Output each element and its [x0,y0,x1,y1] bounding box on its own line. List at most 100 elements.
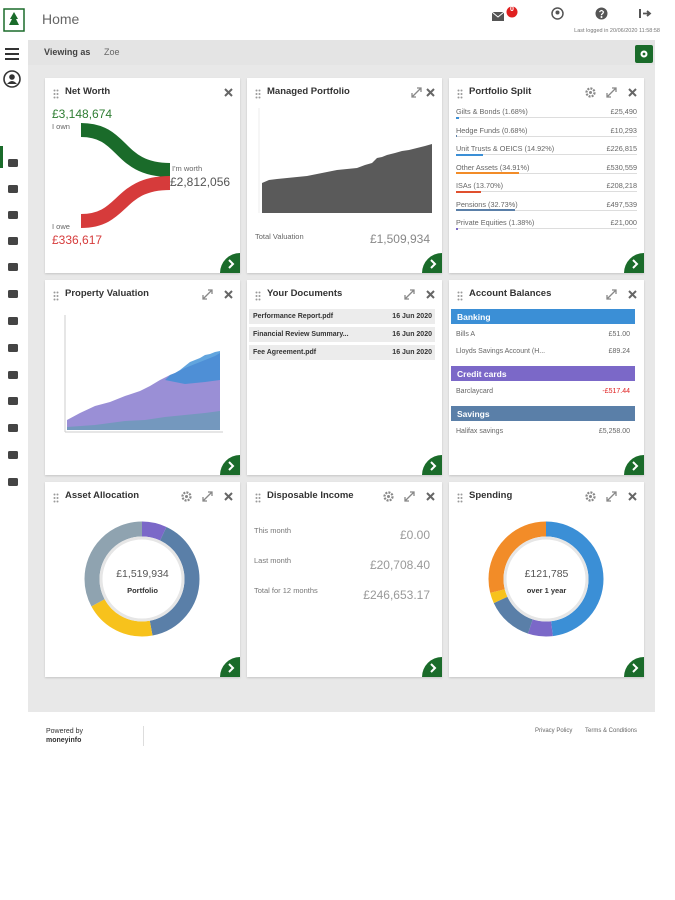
drag-handle[interactable] [457,86,463,104]
income-label: Last month [254,556,292,565]
portfolio-chart [258,108,432,213]
close-icon[interactable] [627,85,638,97]
nav-icon[interactable] [7,450,19,460]
nav-icon[interactable] [7,236,19,246]
nav-icon[interactable] [7,158,19,168]
nav-icon[interactable] [7,210,19,220]
drag-handle[interactable] [255,86,261,104]
nav-icon[interactable] [7,396,19,406]
expand-icon[interactable] [606,85,617,98]
last-login: Last logged in 20/06/2020 11:58:58 [574,28,660,34]
open-button[interactable] [422,657,442,677]
expand-icon[interactable] [606,489,617,502]
close-icon[interactable] [425,85,436,97]
income-label: This month [254,526,292,535]
card-title: Managed Portfolio [267,86,350,97]
nav-icon[interactable] [7,423,19,433]
document-name[interactable]: Financial Review Summary... [253,331,349,338]
open-button[interactable] [220,455,240,475]
close-icon[interactable] [627,489,638,501]
split-label: Other Assets (34.91%) [456,162,530,172]
document-row[interactable] [249,345,435,360]
split-bar [456,153,483,156]
donut-segment [488,521,604,637]
split-label: Pensions (32.73%) [456,199,518,209]
footer: Powered by moneyinfo Privacy Policy Term… [28,712,655,762]
drag-handle[interactable] [255,490,261,508]
messages-icon[interactable] [490,6,520,24]
document-row[interactable] [249,309,435,324]
drag-handle[interactable] [53,490,59,508]
document-row[interactable] [249,327,435,342]
expand-icon[interactable] [404,489,415,502]
expand-icon[interactable] [404,287,415,300]
open-button[interactable] [220,657,240,677]
open-button[interactable] [422,455,442,475]
account-name: Bills A [456,331,476,338]
menu-icon[interactable] [4,47,20,61]
close-icon[interactable] [425,489,436,501]
total-value: £1,509,934 [369,232,430,246]
account-name: Halifax savings [456,428,504,435]
drag-handle[interactable] [457,490,463,508]
nav-icon[interactable] [7,316,19,326]
group-name: Credit cards [457,369,507,379]
settings-button[interactable] [635,45,653,63]
close-icon[interactable] [425,287,436,299]
donut-segment [488,521,604,637]
drag-handle[interactable] [53,288,59,306]
split-label: Private Equities (1.38%) [456,218,535,227]
privacy-link[interactable]: Privacy Policy [535,728,573,734]
header: Home 0 Last logged in 20/06/2020 11:58:5… [0,0,675,40]
logo [3,8,25,32]
close-icon[interactable] [223,287,234,299]
badge: 0 [510,6,514,13]
open-button[interactable] [624,657,644,677]
nav-icon[interactable] [7,289,19,299]
expand-icon[interactable] [411,85,422,98]
expand-icon[interactable] [202,287,213,300]
document-name[interactable]: Performance Report.pdf [253,313,334,320]
open-button[interactable] [624,455,644,475]
drag-handle[interactable] [255,288,261,306]
income-amount: £20,708.40 [369,558,430,572]
nav-icon[interactable] [7,477,19,487]
nav-icon[interactable] [7,262,19,272]
profile-icon[interactable] [551,7,564,20]
drag-handle[interactable] [457,288,463,306]
managed-portfolio-card: Managed Portfolio Total Valuation £1,509… [247,78,442,273]
settings-icon[interactable] [585,85,596,98]
document-date: 16 Jun 2020 [392,331,432,338]
donut-segment [84,521,200,637]
settings-icon[interactable] [383,489,394,502]
open-button[interactable] [422,253,442,273]
help-icon[interactable] [595,7,608,20]
expand-icon[interactable] [606,287,617,300]
nav-icon[interactable] [7,370,19,380]
viewing-bar: Viewing as Zoe [28,40,655,65]
logout-icon[interactable] [638,7,652,20]
spending-card: Spending £121,785 over 1 year [449,482,644,677]
viewing-name: Zoe [104,47,120,57]
nav-icon[interactable] [7,343,19,353]
document-name[interactable]: Fee Agreement.pdf [253,349,317,356]
split-track [456,209,637,211]
close-icon[interactable] [223,85,234,97]
nav-icon[interactable] [7,184,19,194]
close-icon[interactable] [223,489,234,501]
owe-label: I owe [52,222,70,231]
close-icon[interactable] [627,287,638,299]
split-track [456,135,637,137]
open-button[interactable] [220,253,240,273]
expand-icon[interactable] [202,489,213,502]
donut-segment [84,521,200,637]
drag-handle[interactable] [53,86,59,104]
settings-icon[interactable] [181,489,192,502]
user-icon[interactable] [3,70,21,88]
donut-segment [84,521,200,637]
terms-link[interactable]: Terms & Conditions [585,728,638,734]
documents-card: Your Documents Performance Report.pdf 16 … [247,280,442,475]
open-button[interactable] [624,253,644,273]
settings-icon[interactable] [585,489,596,502]
